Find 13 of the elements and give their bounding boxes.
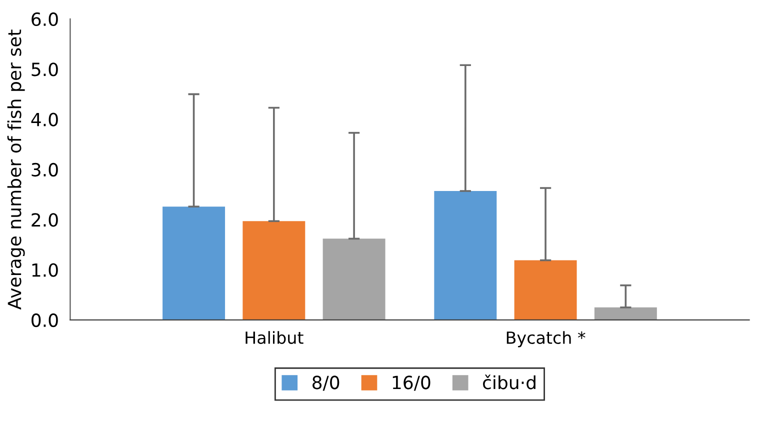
y-tick-label: 0.0 [32, 313, 58, 328]
legend-label: 16/0 [392, 376, 430, 391]
y-tick-label: 6.0 [32, 12, 58, 26]
y-tick-label: 5.0 [32, 62, 58, 76]
x-tick-label: Halibut [246, 331, 304, 344]
y-tick-label: 2.0 [32, 213, 58, 227]
y-tick-label: 3.0 [32, 162, 58, 177]
y-tick-label: 1.0 [32, 263, 58, 277]
x-tick-label: Bycatch * [506, 331, 586, 348]
y-axis-title: Average number of fish per set [7, 30, 25, 310]
legend-label: 8/0 [312, 376, 340, 391]
y-tick-label: 4.0 [31, 112, 58, 126]
legend-label: čibu·d [483, 374, 536, 390]
